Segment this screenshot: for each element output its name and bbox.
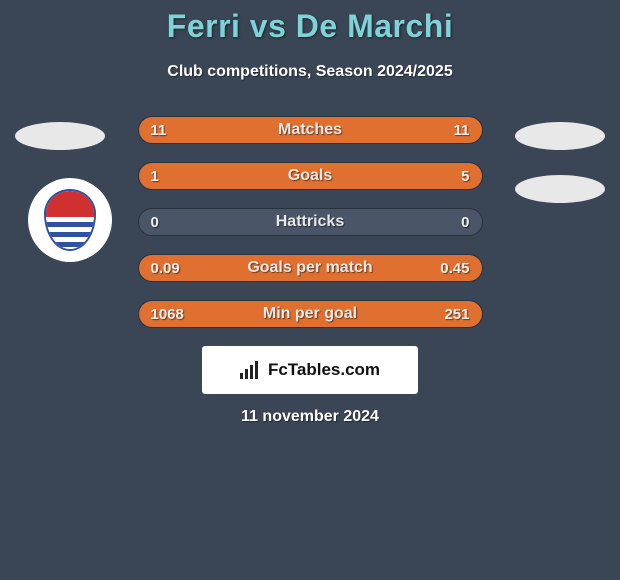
stat-value-right: 0.45 xyxy=(440,255,469,281)
player-left-badge xyxy=(15,122,105,150)
stat-label: Min per goal xyxy=(139,301,482,327)
stat-row: 1Goals5 xyxy=(138,162,483,190)
bar-chart-icon xyxy=(240,361,262,379)
footer-date: 11 november 2024 xyxy=(0,408,620,426)
infographic-container: Ferri vs De Marchi Club competitions, Se… xyxy=(0,0,620,426)
club-crest xyxy=(44,189,96,251)
stat-value-right: 0 xyxy=(461,209,469,235)
player-right-badge xyxy=(515,122,605,150)
player-right-badge-2 xyxy=(515,175,605,203)
stat-row: 0Hattricks0 xyxy=(138,208,483,236)
branding-box[interactable]: FcTables.com xyxy=(202,346,418,394)
stat-label: Hattricks xyxy=(139,209,482,235)
stat-label: Goals per match xyxy=(139,255,482,281)
club-badge-left xyxy=(28,178,112,262)
stat-value-right: 5 xyxy=(461,163,469,189)
page-title: Ferri vs De Marchi xyxy=(0,8,620,45)
branding-text: FcTables.com xyxy=(268,360,380,380)
stat-value-right: 11 xyxy=(454,117,470,143)
stat-row: 11Matches11 xyxy=(138,116,483,144)
stats-list: 11Matches11 1Goals5 0Hattricks0 0.09Goals p… xyxy=(138,116,483,328)
stat-label: Matches xyxy=(139,117,482,143)
stat-label: Goals xyxy=(139,163,482,189)
stat-value-right: 251 xyxy=(444,301,469,327)
stat-row: 0.09Goals per match0.45 xyxy=(138,254,483,282)
subtitle: Club competitions, Season 2024/2025 xyxy=(0,63,620,81)
stat-row: 1068Min per goal251 xyxy=(138,300,483,328)
